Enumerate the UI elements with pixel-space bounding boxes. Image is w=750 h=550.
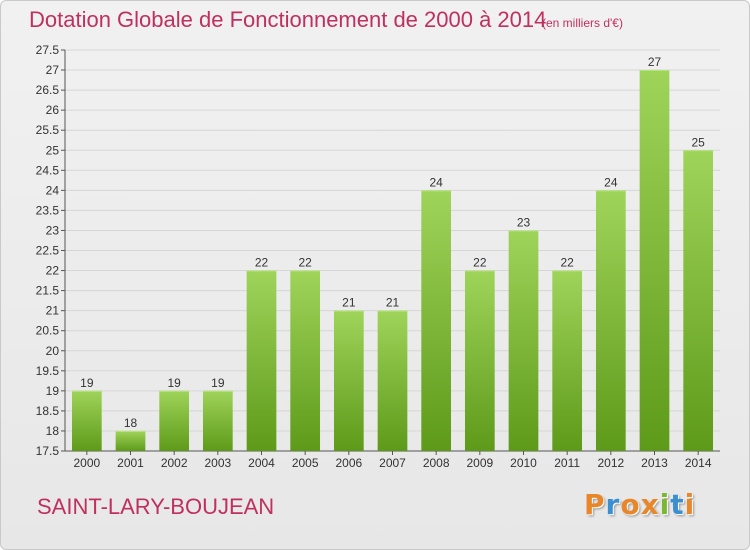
x-tick-label: 2009 xyxy=(466,456,493,470)
bar xyxy=(159,390,190,451)
bar xyxy=(202,390,233,451)
y-tick-label: 25.5 xyxy=(36,123,60,137)
proxiti-logo: Proxiti xyxy=(584,488,695,521)
bar-value-label: 21 xyxy=(342,296,356,310)
y-tick-label: 26 xyxy=(46,103,60,117)
bars: 19 18 19 19 22 22 21 21 24 22 23 22 24 27 25 xyxy=(71,55,714,452)
y-tick-label: 17.5 xyxy=(36,444,60,458)
bar xyxy=(115,430,146,451)
bar-value-label: 22 xyxy=(560,256,574,270)
y-tick-label: 23.5 xyxy=(36,203,60,217)
y-tick-label: 20.5 xyxy=(36,324,60,338)
y-tick-label: 23 xyxy=(46,223,60,237)
x-tick-label: 2004 xyxy=(248,456,275,470)
bar-value-label: 24 xyxy=(604,175,618,189)
bar xyxy=(595,190,626,451)
y-tick-label: 21 xyxy=(46,304,60,318)
bar-value-label: 24 xyxy=(429,175,443,189)
y-tick-label: 27 xyxy=(46,63,60,77)
y-tick-label: 24 xyxy=(46,183,60,197)
bar xyxy=(333,310,364,451)
x-tick-label: 2002 xyxy=(161,456,188,470)
logo-letter: i xyxy=(659,488,671,521)
bar-value-label: 22 xyxy=(255,256,269,270)
bar xyxy=(639,70,670,452)
x-tick-label: 2000 xyxy=(73,456,100,470)
bar-value-label: 23 xyxy=(517,215,531,229)
x-tick-label: 2010 xyxy=(510,456,537,470)
logo-letter: x xyxy=(640,488,660,521)
x-tick-label: 2008 xyxy=(423,456,450,470)
x-tick-label: 2003 xyxy=(204,456,231,470)
y-tick-label: 27.5 xyxy=(36,43,60,57)
x-tick-label: 2007 xyxy=(379,456,406,470)
y-tick-label: 26.5 xyxy=(36,83,60,97)
y-tick-label: 19.5 xyxy=(36,364,60,378)
x-tick-labels: 2000 2001 2002 2003 2004 2005 2006 2007 2008 2009… xyxy=(73,451,712,470)
bar-value-label: 22 xyxy=(298,256,312,270)
bar-value-label: 22 xyxy=(473,256,487,270)
x-tick-label: 2011 xyxy=(554,456,580,470)
x-tick-label: 2013 xyxy=(641,456,668,470)
x-tick-label: 2005 xyxy=(292,456,319,470)
x-tick-label: 2006 xyxy=(335,456,362,470)
x-tick-label: 2001 xyxy=(117,456,144,470)
bar xyxy=(246,270,277,451)
y-tick-label: 22 xyxy=(46,264,60,278)
commune-name: SAINT-LARY-BOUJEAN xyxy=(37,494,275,519)
bar xyxy=(552,270,583,451)
y-tick-label: 21.5 xyxy=(36,284,60,298)
chart-title: Dotation Globale de Fonctionnement de 20… xyxy=(29,7,547,32)
bar xyxy=(421,190,452,451)
y-tick-label: 20 xyxy=(46,344,60,358)
bar-value-label: 18 xyxy=(124,416,138,430)
logo-letter: r xyxy=(605,488,621,521)
bar-value-label: 19 xyxy=(211,376,225,390)
bar-value-label: 25 xyxy=(691,135,705,149)
y-tick-label: 25 xyxy=(46,143,60,157)
y-tick-label: 22.5 xyxy=(36,244,60,258)
chart-subtitle: (en milliers d'€) xyxy=(542,16,623,30)
logo-letter: P xyxy=(584,488,606,521)
bar xyxy=(290,270,321,451)
y-tick-label: 24.5 xyxy=(36,163,60,177)
bar xyxy=(683,150,714,451)
bar-value-label: 21 xyxy=(386,296,400,310)
bar xyxy=(377,310,408,451)
bar xyxy=(508,230,539,451)
y-tick-labels: 17.5 18 18.5 19 19.5 20 20.5 21 21.5 22 22.5 23 23.5… xyxy=(36,43,60,458)
bar-value-label: 27 xyxy=(648,55,662,69)
y-tick-label: 19 xyxy=(46,384,60,398)
x-tick-label: 2014 xyxy=(685,456,712,470)
bar-value-label: 19 xyxy=(167,376,181,390)
bar xyxy=(71,390,102,451)
logo-letter: i xyxy=(684,488,696,521)
y-tick-label: 18 xyxy=(46,424,60,438)
bar xyxy=(464,270,495,451)
x-tick-label: 2012 xyxy=(597,456,624,470)
bar-value-label: 19 xyxy=(80,376,94,390)
y-tick-label: 18.5 xyxy=(36,404,60,418)
logo-letter: o xyxy=(620,488,641,521)
logo-letter: t xyxy=(670,488,685,521)
